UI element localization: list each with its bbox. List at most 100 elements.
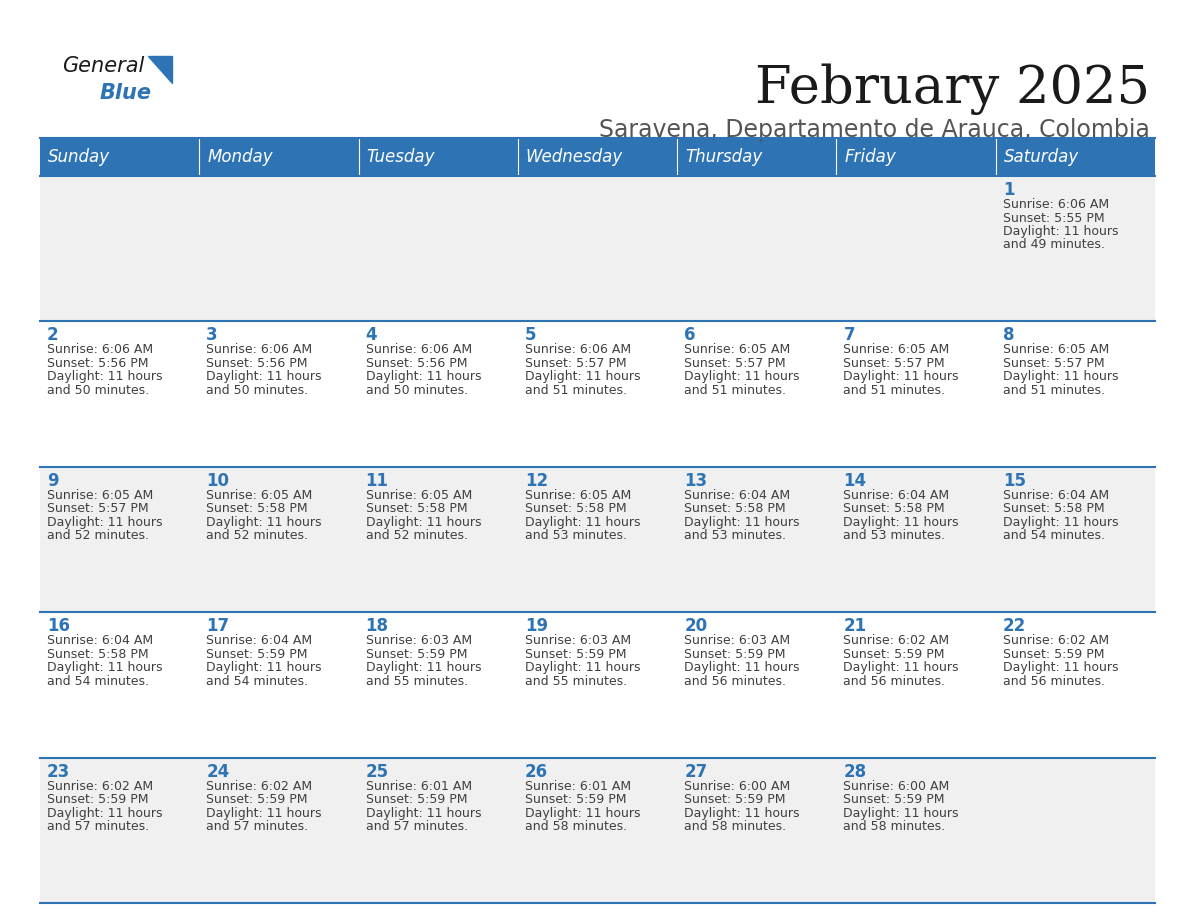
Text: Sunrise: 6:06 AM: Sunrise: 6:06 AM <box>207 343 312 356</box>
Text: and 52 minutes.: and 52 minutes. <box>48 530 148 543</box>
Text: and 57 minutes.: and 57 minutes. <box>207 820 309 834</box>
Text: 20: 20 <box>684 617 707 635</box>
Text: Sunrise: 6:04 AM: Sunrise: 6:04 AM <box>207 634 312 647</box>
Text: and 55 minutes.: and 55 minutes. <box>525 675 627 688</box>
Bar <box>200 321 359 466</box>
Bar <box>836 466 996 612</box>
Text: Daylight: 11 hours: Daylight: 11 hours <box>48 370 163 384</box>
Text: Sunrise: 6:05 AM: Sunrise: 6:05 AM <box>525 488 631 502</box>
Text: Sunset: 5:58 PM: Sunset: 5:58 PM <box>843 502 944 515</box>
Text: 24: 24 <box>207 763 229 780</box>
Text: 4: 4 <box>366 327 378 344</box>
Text: Sunset: 5:59 PM: Sunset: 5:59 PM <box>207 648 308 661</box>
Text: and 50 minutes.: and 50 minutes. <box>366 384 468 397</box>
Text: and 54 minutes.: and 54 minutes. <box>48 675 148 688</box>
Bar <box>200 176 359 321</box>
Text: Daylight: 11 hours: Daylight: 11 hours <box>366 661 481 674</box>
Text: and 54 minutes.: and 54 minutes. <box>1003 530 1105 543</box>
Bar <box>518 757 677 903</box>
Text: Sunset: 5:56 PM: Sunset: 5:56 PM <box>48 357 148 370</box>
Text: Daylight: 11 hours: Daylight: 11 hours <box>525 661 640 674</box>
Bar <box>40 176 200 321</box>
Text: Daylight: 11 hours: Daylight: 11 hours <box>525 516 640 529</box>
Text: 14: 14 <box>843 472 866 490</box>
Text: Daylight: 11 hours: Daylight: 11 hours <box>684 516 800 529</box>
Text: Sunrise: 6:03 AM: Sunrise: 6:03 AM <box>525 634 631 647</box>
Text: and 51 minutes.: and 51 minutes. <box>684 384 786 397</box>
Text: Daylight: 11 hours: Daylight: 11 hours <box>843 807 959 820</box>
Text: Sunrise: 6:02 AM: Sunrise: 6:02 AM <box>48 779 153 792</box>
Text: Sunrise: 6:04 AM: Sunrise: 6:04 AM <box>843 488 949 502</box>
Text: 19: 19 <box>525 617 548 635</box>
Text: Sunset: 5:59 PM: Sunset: 5:59 PM <box>843 648 944 661</box>
Text: Sunset: 5:59 PM: Sunset: 5:59 PM <box>207 793 308 806</box>
Text: Daylight: 11 hours: Daylight: 11 hours <box>843 516 959 529</box>
Text: 2: 2 <box>48 327 58 344</box>
Text: Sunset: 5:59 PM: Sunset: 5:59 PM <box>525 793 626 806</box>
Bar <box>40 466 200 612</box>
Bar <box>836 321 996 466</box>
Text: and 58 minutes.: and 58 minutes. <box>525 820 627 834</box>
Text: and 53 minutes.: and 53 minutes. <box>525 530 627 543</box>
Text: Sunset: 5:59 PM: Sunset: 5:59 PM <box>684 648 785 661</box>
Text: Sunrise: 6:00 AM: Sunrise: 6:00 AM <box>843 779 949 792</box>
Text: Sunset: 5:58 PM: Sunset: 5:58 PM <box>684 502 785 515</box>
Text: and 56 minutes.: and 56 minutes. <box>1003 675 1105 688</box>
Text: and 50 minutes.: and 50 minutes. <box>48 384 150 397</box>
Bar <box>518 612 677 757</box>
Text: February 2025: February 2025 <box>754 63 1150 115</box>
Text: Sunrise: 6:04 AM: Sunrise: 6:04 AM <box>1003 488 1108 502</box>
Text: Sunset: 5:58 PM: Sunset: 5:58 PM <box>525 502 626 515</box>
Text: Sunrise: 6:01 AM: Sunrise: 6:01 AM <box>525 779 631 792</box>
Text: Daylight: 11 hours: Daylight: 11 hours <box>48 661 163 674</box>
Text: Friday: Friday <box>845 148 896 166</box>
Bar <box>836 176 996 321</box>
Bar <box>677 176 836 321</box>
Text: Thursday: Thursday <box>685 148 763 166</box>
Text: 25: 25 <box>366 763 388 780</box>
Text: and 58 minutes.: and 58 minutes. <box>684 820 786 834</box>
Text: Sunset: 5:59 PM: Sunset: 5:59 PM <box>366 648 467 661</box>
Bar <box>518 176 677 321</box>
Text: and 51 minutes.: and 51 minutes. <box>1003 384 1105 397</box>
Text: 10: 10 <box>207 472 229 490</box>
Text: Sunrise: 6:02 AM: Sunrise: 6:02 AM <box>1003 634 1108 647</box>
Text: and 50 minutes.: and 50 minutes. <box>207 384 309 397</box>
Text: 5: 5 <box>525 327 536 344</box>
Text: 15: 15 <box>1003 472 1025 490</box>
Bar <box>359 138 518 176</box>
Text: Saturday: Saturday <box>1004 148 1079 166</box>
Bar <box>40 138 200 176</box>
Text: Sunset: 5:59 PM: Sunset: 5:59 PM <box>684 793 785 806</box>
Bar <box>677 466 836 612</box>
Text: Daylight: 11 hours: Daylight: 11 hours <box>207 370 322 384</box>
Text: Sunrise: 6:04 AM: Sunrise: 6:04 AM <box>48 634 153 647</box>
Text: 11: 11 <box>366 472 388 490</box>
Text: Blue: Blue <box>100 83 152 103</box>
Text: Sunset: 5:58 PM: Sunset: 5:58 PM <box>48 648 148 661</box>
Bar <box>996 176 1155 321</box>
Bar <box>359 757 518 903</box>
Text: Wednesday: Wednesday <box>526 148 624 166</box>
Bar <box>200 757 359 903</box>
Bar <box>359 176 518 321</box>
Bar <box>40 757 200 903</box>
Text: Daylight: 11 hours: Daylight: 11 hours <box>525 370 640 384</box>
Text: 17: 17 <box>207 617 229 635</box>
Text: Daylight: 11 hours: Daylight: 11 hours <box>48 516 163 529</box>
Text: Sunrise: 6:01 AM: Sunrise: 6:01 AM <box>366 779 472 792</box>
Bar <box>40 321 200 466</box>
Text: Sunset: 5:57 PM: Sunset: 5:57 PM <box>1003 357 1105 370</box>
Polygon shape <box>148 56 172 83</box>
Text: and 55 minutes.: and 55 minutes. <box>366 675 468 688</box>
Text: Sunrise: 6:02 AM: Sunrise: 6:02 AM <box>207 779 312 792</box>
Text: Sunset: 5:59 PM: Sunset: 5:59 PM <box>48 793 148 806</box>
Text: Sunrise: 6:02 AM: Sunrise: 6:02 AM <box>843 634 949 647</box>
Text: Sunrise: 6:06 AM: Sunrise: 6:06 AM <box>1003 198 1108 211</box>
Text: Sunrise: 6:05 AM: Sunrise: 6:05 AM <box>48 488 153 502</box>
Text: 27: 27 <box>684 763 707 780</box>
Text: 1: 1 <box>1003 181 1015 199</box>
Text: Daylight: 11 hours: Daylight: 11 hours <box>1003 370 1118 384</box>
Text: 3: 3 <box>207 327 217 344</box>
Text: Tuesday: Tuesday <box>367 148 435 166</box>
